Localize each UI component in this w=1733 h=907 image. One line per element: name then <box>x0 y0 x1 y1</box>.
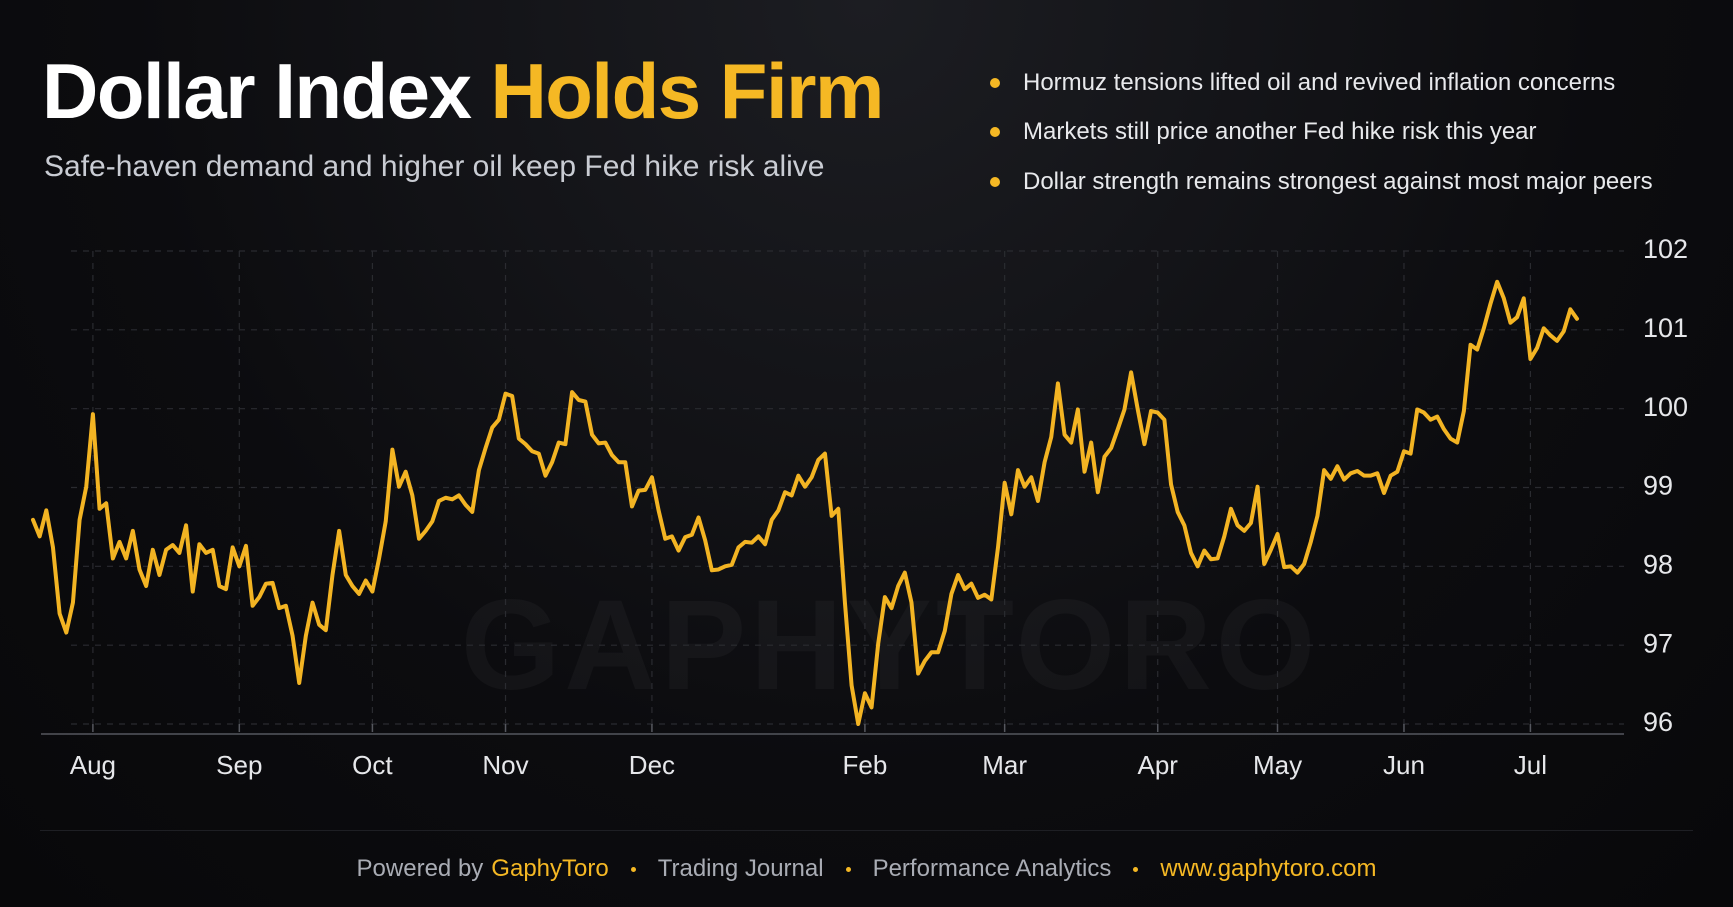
x-tick-label: Dec <box>629 750 675 780</box>
footer: Powered by GaphyToro Trading Journal Per… <box>0 855 1733 883</box>
bullet-dot <box>990 176 1000 187</box>
price-line <box>31 279 1579 726</box>
y-tick-label: 98 <box>1643 549 1673 579</box>
footer-rule <box>40 830 1693 831</box>
separator <box>845 866 851 872</box>
bullet-text: Hormuz tensions lifted oil and revived i… <box>1023 68 1616 96</box>
bullet-dot <box>990 77 1000 88</box>
x-tick-label: Oct <box>352 750 393 780</box>
separator <box>630 866 636 872</box>
footer-text: Performance Analytics <box>872 855 1112 882</box>
x-tick-label: Nov <box>482 750 528 780</box>
y-tick-label: 99 <box>1643 471 1673 501</box>
x-tick-label: Jun <box>1383 750 1425 780</box>
footer-link[interactable]: www.gaphytoro.com <box>1160 855 1377 882</box>
title-highlight: Holds Firm <box>490 47 884 135</box>
title: Dollar Index Holds Firm <box>42 46 884 137</box>
x-tick-label: Feb <box>842 750 887 780</box>
bullet: Dollar strength remains strongest agains… <box>990 157 1653 207</box>
y-tick-label: 101 <box>1643 313 1688 343</box>
bullet-list: Hormuz tensions lifted oil and revived i… <box>990 58 1653 207</box>
x-tick-label: Sep <box>216 750 262 780</box>
subtitle: Safe-haven demand and higher oil keep Fe… <box>44 150 825 183</box>
footer-text: Trading Journal <box>657 855 824 882</box>
bullet-dot <box>990 127 1000 138</box>
x-tick-label: May <box>1253 750 1302 780</box>
separator <box>1133 866 1139 872</box>
y-tick-label: 96 <box>1643 707 1673 737</box>
x-tick-label: Mar <box>982 750 1027 780</box>
y-tick-label: 97 <box>1643 628 1673 658</box>
x-tick-label: Jul <box>1514 750 1547 780</box>
y-tick-label: 100 <box>1643 392 1688 422</box>
bullet: Markets still price another Fed hike ris… <box>990 108 1653 158</box>
bullet-text: Markets still price another Fed hike ris… <box>1023 118 1537 146</box>
bullet: Hormuz tensions lifted oil and revived i… <box>990 58 1653 108</box>
footer-brand: GaphyToro <box>491 855 609 882</box>
title-main: Dollar Index <box>42 47 472 135</box>
y-tick-label: 102 <box>1643 234 1688 264</box>
bullet-text: Dollar strength remains strongest agains… <box>1023 167 1653 195</box>
footer-text: Powered by <box>356 855 484 882</box>
x-tick-label: Aug <box>70 750 116 780</box>
x-tick-label: Apr <box>1137 750 1178 780</box>
